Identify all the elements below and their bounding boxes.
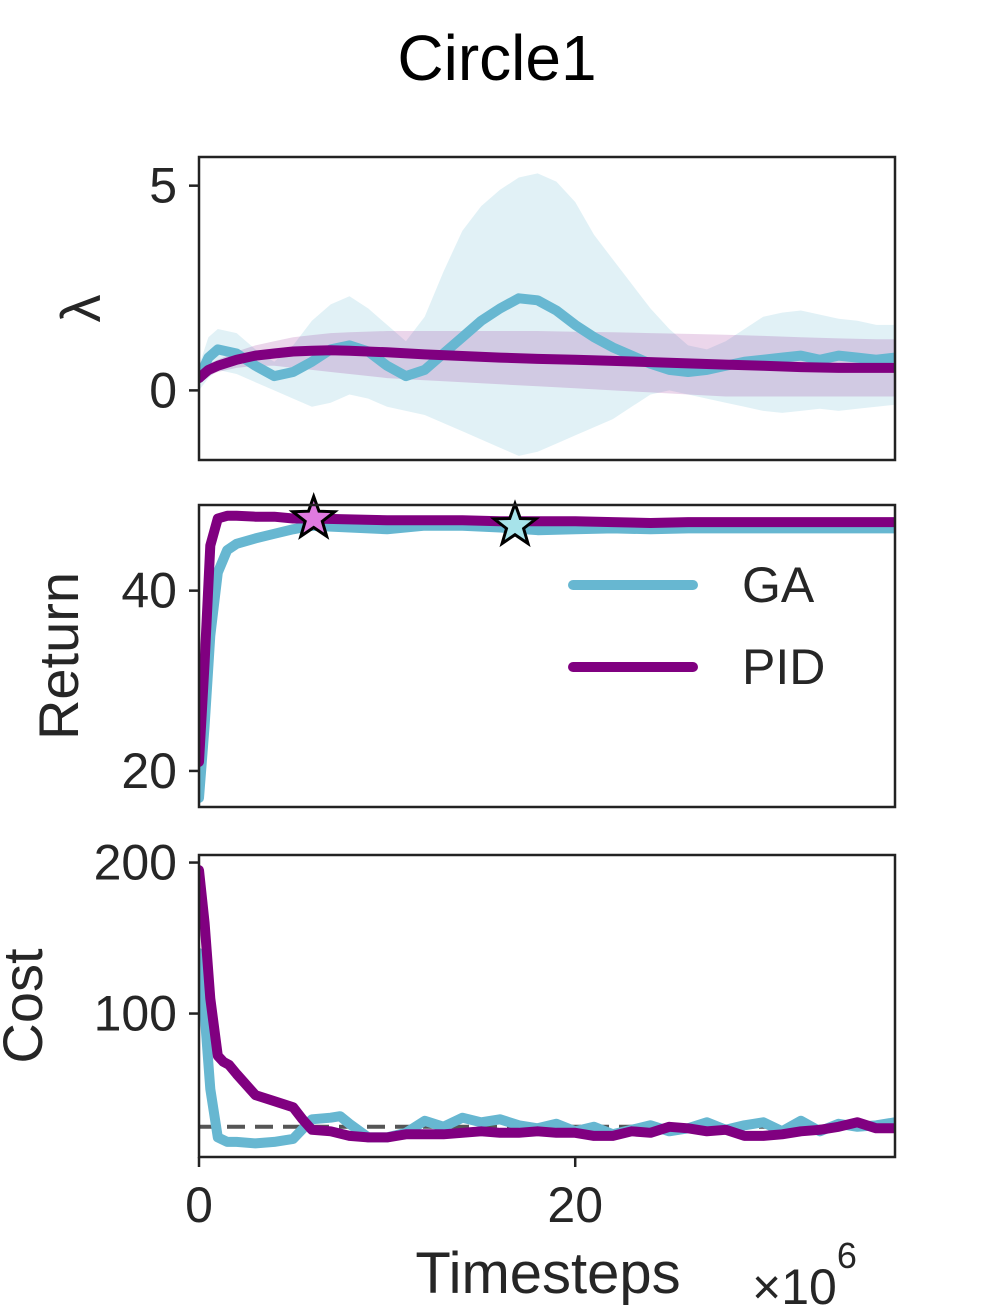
cost-line-ga bbox=[199, 948, 895, 1149]
cost-ytick-label: 200 bbox=[94, 835, 177, 891]
lambda-line-ga bbox=[199, 293, 895, 384]
cost-xtick-label: 20 bbox=[547, 1177, 603, 1233]
figure-title: Circle1 bbox=[397, 22, 596, 94]
return-star-pid bbox=[288, 492, 339, 540]
return-ytick-label: 40 bbox=[121, 563, 177, 619]
legend-label-pid: PID bbox=[742, 639, 825, 695]
return-plot-area bbox=[199, 510, 895, 803]
return-line-pid bbox=[199, 510, 895, 767]
return-ytick-label: 20 bbox=[121, 743, 177, 799]
lambda-axes-frame bbox=[197, 155, 897, 462]
x-axis-scale-exponent: 6 bbox=[837, 1235, 857, 1276]
return-ylabel: Return bbox=[27, 572, 90, 740]
return-axes-frame bbox=[197, 503, 897, 809]
lambda-band-ga bbox=[199, 173, 895, 456]
cost-plot-area bbox=[199, 865, 895, 1149]
legend-label-ga: GA bbox=[742, 557, 815, 613]
panel-return: 20 40 Return GA PID bbox=[27, 492, 897, 809]
x-axis-label: Timesteps bbox=[415, 1241, 680, 1306]
cost-line-pid bbox=[199, 865, 895, 1143]
return-star-ga bbox=[489, 499, 541, 548]
lambda-ytick-label: 5 bbox=[149, 158, 177, 214]
x-axis-scale-label: ×106 bbox=[752, 1235, 857, 1315]
lambda-ytick-label: 0 bbox=[149, 362, 177, 418]
panel-cost: 100 200 0 20 Cost bbox=[0, 835, 897, 1233]
cost-ylabel: Cost bbox=[0, 948, 54, 1064]
cost-ytick-label: 100 bbox=[94, 986, 177, 1042]
cost-xtick-label: 0 bbox=[185, 1177, 213, 1233]
lambda-plot-area bbox=[199, 173, 895, 456]
panel-lambda: 0 5 λ bbox=[49, 155, 897, 462]
lambda-line-pid bbox=[199, 345, 895, 384]
lambda-ylabel: λ bbox=[49, 295, 112, 323]
return-line-ga bbox=[199, 520, 895, 803]
cost-axes-frame bbox=[197, 853, 897, 1159]
